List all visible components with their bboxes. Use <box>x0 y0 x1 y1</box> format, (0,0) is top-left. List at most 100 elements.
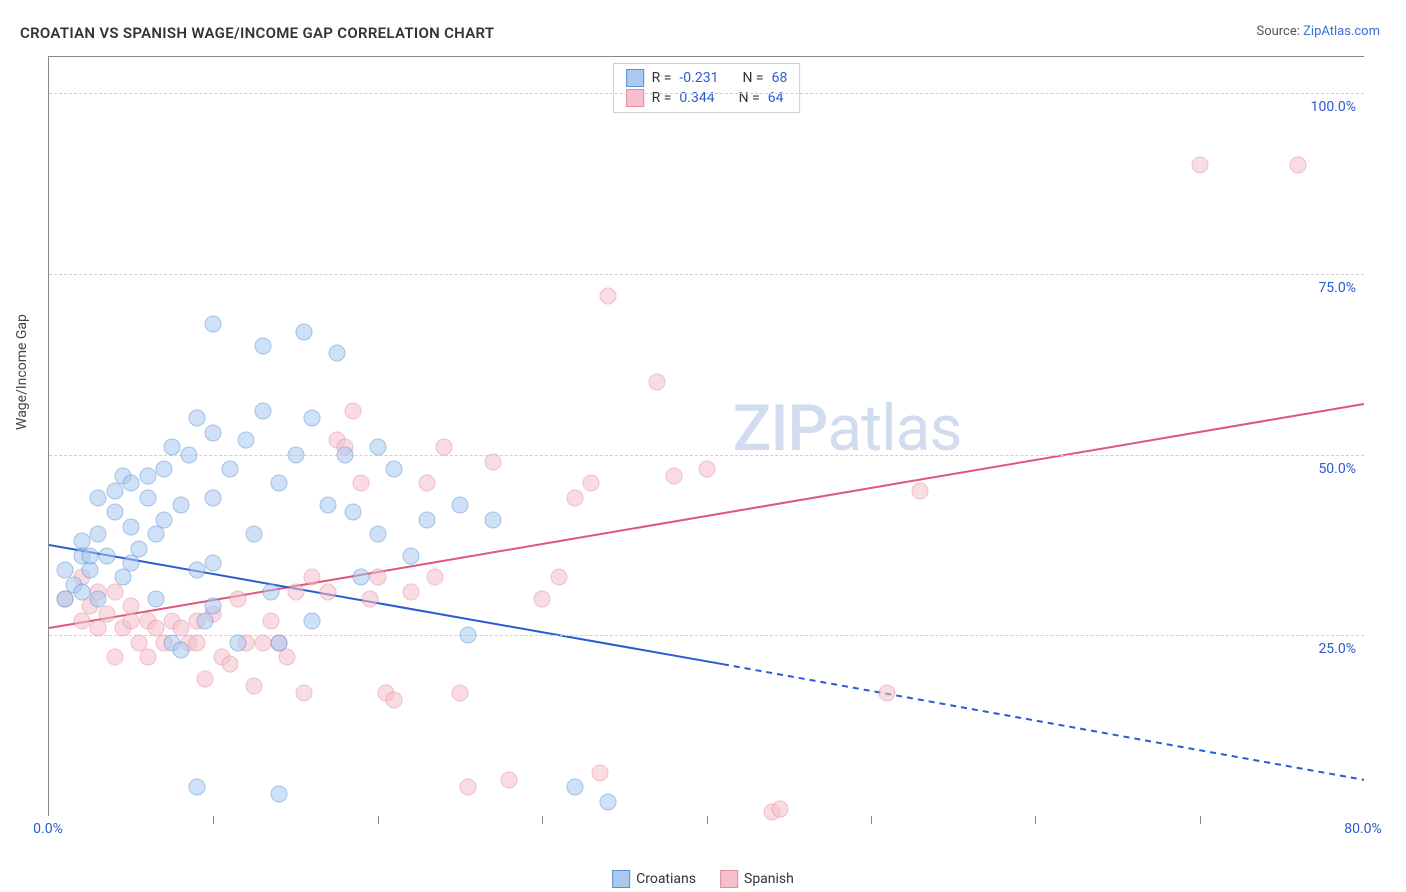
source-label: Source: <box>1256 24 1303 39</box>
stat-n-label: N = <box>742 70 763 86</box>
data-point-spanish <box>460 779 477 796</box>
stat-n-value: 68 <box>772 70 788 86</box>
data-point-spanish <box>139 648 156 665</box>
data-point-croatians <box>188 779 205 796</box>
data-point-spanish <box>106 583 123 600</box>
legend: Croatians Spanish <box>612 870 794 888</box>
stats-row-croatians: R = -0.231 N = 68 <box>626 69 788 87</box>
data-point-croatians <box>73 533 90 550</box>
data-point-croatians <box>451 497 468 514</box>
data-point-spanish <box>402 583 419 600</box>
data-point-croatians <box>238 432 255 449</box>
data-point-spanish <box>369 569 386 586</box>
legend-label: Spanish <box>744 871 794 887</box>
x-tick-mark <box>1200 816 1201 824</box>
data-point-spanish <box>114 620 131 637</box>
data-point-spanish <box>98 605 115 622</box>
data-point-croatians <box>271 475 288 492</box>
data-point-spanish <box>90 620 107 637</box>
data-point-spanish <box>591 764 608 781</box>
data-point-spanish <box>180 634 197 651</box>
data-point-spanish <box>106 648 123 665</box>
data-point-spanish <box>246 677 263 694</box>
data-point-croatians <box>114 569 131 586</box>
data-point-spanish <box>550 569 567 586</box>
data-point-croatians <box>599 793 616 810</box>
chart-title: CROATIAN VS SPANISH WAGE/INCOME GAP CORR… <box>20 24 494 42</box>
data-point-croatians <box>567 779 584 796</box>
x-tick-mark <box>542 816 543 824</box>
stats-row-spanish: R = 0.344 N = 64 <box>626 89 788 107</box>
data-point-spanish <box>567 489 584 506</box>
gridline-horizontal <box>49 274 1364 275</box>
data-point-spanish <box>230 591 247 608</box>
data-point-spanish <box>271 634 288 651</box>
legend-swatch-croatians <box>612 870 630 888</box>
y-tick-label: 50.0% <box>1318 461 1356 477</box>
data-point-croatians <box>402 547 419 564</box>
data-point-spanish <box>501 771 518 788</box>
data-point-croatians <box>328 345 345 362</box>
data-point-spanish <box>698 461 715 478</box>
data-point-spanish <box>57 591 74 608</box>
data-point-spanish <box>188 634 205 651</box>
data-point-croatians <box>57 562 74 579</box>
data-point-croatians <box>484 511 501 528</box>
data-point-croatians <box>205 316 222 333</box>
data-point-spanish <box>73 612 90 629</box>
data-point-croatians <box>123 555 140 572</box>
x-tick-label: 0.0% <box>33 821 63 837</box>
data-point-croatians <box>82 547 99 564</box>
y-tick-label: 75.0% <box>1318 280 1356 296</box>
data-point-croatians <box>90 526 107 543</box>
data-point-croatians <box>73 583 90 600</box>
swatch-croatians <box>626 69 644 87</box>
trend-lines <box>49 57 1364 816</box>
gridline-horizontal <box>49 635 1364 636</box>
data-point-croatians <box>57 591 74 608</box>
data-point-spanish <box>649 374 666 391</box>
data-point-spanish <box>304 569 321 586</box>
data-point-croatians <box>262 583 279 600</box>
data-point-croatians <box>147 591 164 608</box>
x-tick-mark <box>1035 816 1036 824</box>
y-axis-label: Wage/Income Gap <box>14 314 30 430</box>
gridline-horizontal <box>49 93 1364 94</box>
data-point-croatians <box>172 641 189 658</box>
data-point-spanish <box>599 287 616 304</box>
data-point-spanish <box>484 453 501 470</box>
data-point-spanish <box>123 612 140 629</box>
data-point-croatians <box>254 403 271 420</box>
data-point-spanish <box>419 475 436 492</box>
data-point-croatians <box>139 489 156 506</box>
correlation-stats-box: R = -0.231 N = 68 R = 0.344 N = 64 <box>613 63 801 113</box>
data-point-spanish <box>262 612 279 629</box>
y-tick-label: 100.0% <box>1311 99 1356 115</box>
data-point-croatians <box>320 497 337 514</box>
data-point-spanish <box>764 804 781 821</box>
data-point-spanish <box>665 468 682 485</box>
data-point-croatians <box>304 612 321 629</box>
stat-r-value: -0.231 <box>679 70 718 86</box>
data-point-spanish <box>197 670 214 687</box>
data-point-spanish <box>147 620 164 637</box>
data-point-spanish <box>131 634 148 651</box>
data-point-croatians <box>106 482 123 499</box>
data-point-spanish <box>295 685 312 702</box>
data-point-spanish <box>320 583 337 600</box>
data-point-croatians <box>205 424 222 441</box>
data-point-croatians <box>353 569 370 586</box>
data-point-croatians <box>188 562 205 579</box>
data-point-croatians <box>164 634 181 651</box>
data-point-croatians <box>197 612 214 629</box>
source-link[interactable]: ZipAtlas.com <box>1303 24 1380 39</box>
data-point-croatians <box>205 598 222 615</box>
data-point-spanish <box>238 634 255 651</box>
data-point-croatians <box>156 461 173 478</box>
data-point-croatians <box>172 497 189 514</box>
data-point-spanish <box>73 569 90 586</box>
data-point-spanish <box>336 439 353 456</box>
data-point-spanish <box>345 403 362 420</box>
data-point-croatians <box>106 504 123 521</box>
data-point-spanish <box>534 591 551 608</box>
